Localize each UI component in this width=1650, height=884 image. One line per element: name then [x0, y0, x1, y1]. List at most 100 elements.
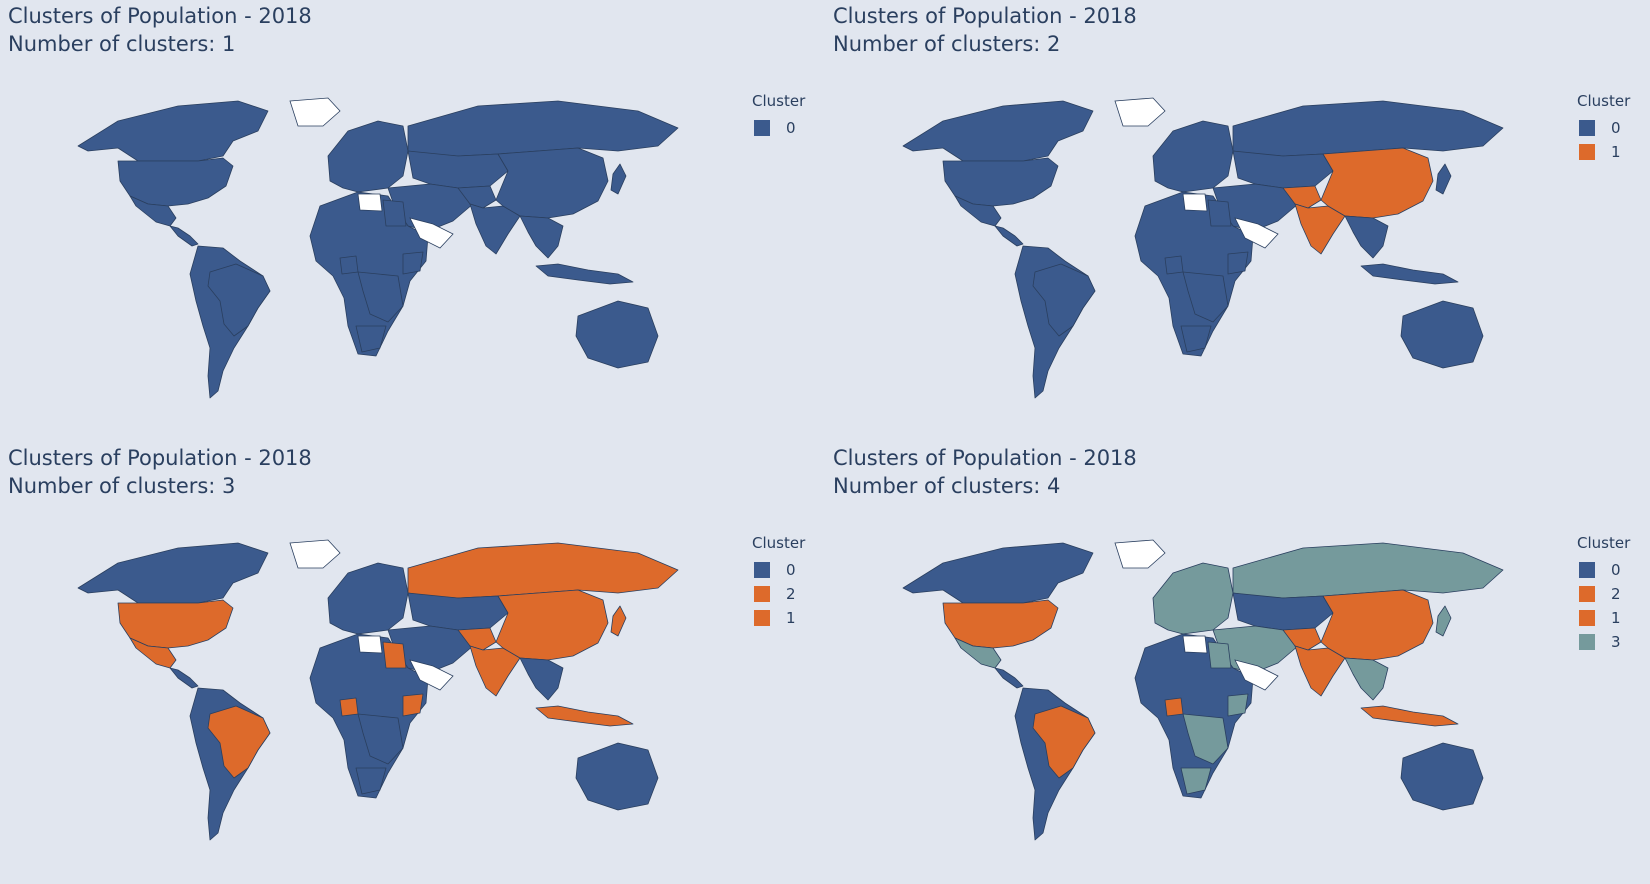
region-ethiopia[interactable] [1227, 693, 1249, 717]
region-brazil[interactable] [207, 263, 271, 337]
region-south-africa[interactable] [1180, 325, 1212, 353]
region-southeast-asia[interactable] [1344, 215, 1389, 259]
no-data-region [357, 193, 383, 212]
panel-title: Clusters of Population - 2018 Number of … [833, 2, 1137, 58]
region-australia[interactable] [575, 742, 659, 811]
region-egypt[interactable] [1207, 199, 1232, 227]
region-north-america[interactable] [902, 542, 1094, 604]
region-nigeria[interactable] [339, 697, 359, 717]
region-south-asia[interactable] [457, 185, 497, 209]
legend-item[interactable]: 2 [752, 582, 805, 606]
region-japan[interactable] [610, 163, 627, 195]
region-china[interactable] [495, 589, 609, 661]
legend-item[interactable]: 1 [752, 606, 805, 630]
region-indonesia[interactable] [535, 263, 634, 285]
region-ethiopia[interactable] [402, 251, 424, 275]
region-china[interactable] [495, 147, 609, 219]
no-data-region [289, 539, 341, 569]
region-central-america[interactable] [994, 225, 1024, 247]
region-russia[interactable] [1232, 542, 1504, 599]
panel-1: Clusters of Population - 2018 Number of … [0, 0, 825, 442]
region-central-africa[interactable] [1182, 271, 1229, 323]
region-india[interactable] [469, 645, 521, 697]
legend-item[interactable]: 0 [752, 558, 805, 582]
no-data-region [1234, 217, 1279, 249]
region-china[interactable] [1320, 589, 1434, 661]
swatch [1579, 586, 1595, 602]
region-indonesia[interactable] [1360, 705, 1459, 727]
region-australia[interactable] [575, 300, 659, 369]
region-brazil[interactable] [1032, 263, 1096, 337]
region-australia[interactable] [1400, 300, 1484, 369]
region-south-africa[interactable] [355, 325, 387, 353]
region-nigeria[interactable] [1164, 255, 1184, 275]
region-southeast-asia[interactable] [519, 657, 564, 701]
panel-2: Clusters of Population - 2018 Number of … [825, 0, 1650, 442]
legend-item[interactable]: 0 [752, 116, 805, 140]
region-brazil[interactable] [207, 705, 271, 779]
region-russia[interactable] [1232, 100, 1504, 157]
region-japan[interactable] [1435, 605, 1452, 637]
region-central-asia[interactable] [1232, 592, 1334, 631]
no-data-region [1234, 659, 1279, 691]
region-japan[interactable] [610, 605, 627, 637]
region-south-asia[interactable] [457, 627, 497, 651]
swatch [754, 586, 770, 602]
region-india[interactable] [469, 203, 521, 255]
region-brazil[interactable] [1032, 705, 1096, 779]
title: Clusters of Population - 2018 [833, 446, 1137, 470]
region-central-asia[interactable] [407, 592, 509, 631]
region-north-america[interactable] [77, 100, 269, 162]
region-egypt[interactable] [382, 199, 407, 227]
region-south-asia[interactable] [1282, 627, 1322, 651]
subtitle: Number of clusters: 3 [8, 474, 236, 498]
region-southeast-asia[interactable] [1344, 657, 1389, 701]
region-europe[interactable] [327, 562, 409, 635]
region-japan[interactable] [1435, 163, 1452, 195]
legend[interactable]: Cluster 0 2 1 3 [1577, 534, 1630, 654]
region-central-africa[interactable] [357, 713, 404, 765]
legend-item[interactable]: 1 [1577, 140, 1630, 164]
region-north-america[interactable] [902, 100, 1094, 162]
region-central-asia[interactable] [407, 150, 509, 189]
legend-item[interactable]: 0 [1577, 116, 1630, 140]
region-egypt[interactable] [1207, 641, 1232, 669]
region-indonesia[interactable] [1360, 263, 1459, 285]
region-south-africa[interactable] [355, 767, 387, 795]
legend[interactable]: Cluster 0 1 [1577, 92, 1630, 164]
legend-item[interactable]: 3 [1577, 630, 1630, 654]
region-indonesia[interactable] [535, 705, 634, 727]
legend-title: Cluster [752, 534, 806, 552]
legend-label: 1 [786, 609, 796, 627]
region-central-america[interactable] [169, 667, 199, 689]
region-central-america[interactable] [169, 225, 199, 247]
region-ethiopia[interactable] [402, 693, 424, 717]
region-south-africa[interactable] [1180, 767, 1212, 795]
region-north-america[interactable] [77, 542, 269, 604]
region-central-asia[interactable] [1232, 150, 1334, 189]
region-europe[interactable] [327, 120, 409, 193]
region-central-america[interactable] [994, 667, 1024, 689]
legend[interactable]: Cluster 0 [752, 92, 805, 140]
region-india[interactable] [1294, 645, 1346, 697]
region-egypt[interactable] [382, 641, 407, 669]
region-nigeria[interactable] [339, 255, 359, 275]
legend-item[interactable]: 1 [1577, 606, 1630, 630]
region-south-asia[interactable] [1282, 185, 1322, 209]
region-china[interactable] [1320, 147, 1434, 219]
region-southeast-asia[interactable] [519, 215, 564, 259]
region-central-africa[interactable] [357, 271, 404, 323]
region-central-africa[interactable] [1182, 713, 1229, 765]
region-russia[interactable] [407, 100, 679, 157]
legend-item[interactable]: 0 [1577, 558, 1630, 582]
region-india[interactable] [1294, 203, 1346, 255]
legend[interactable]: Cluster 0 2 1 [752, 534, 805, 630]
region-europe[interactable] [1152, 562, 1234, 635]
legend-item[interactable]: 2 [1577, 582, 1630, 606]
region-nigeria[interactable] [1164, 697, 1184, 717]
no-data-region [357, 635, 383, 654]
region-europe[interactable] [1152, 120, 1234, 193]
region-ethiopia[interactable] [1227, 251, 1249, 275]
region-russia[interactable] [407, 542, 679, 599]
region-australia[interactable] [1400, 742, 1484, 811]
